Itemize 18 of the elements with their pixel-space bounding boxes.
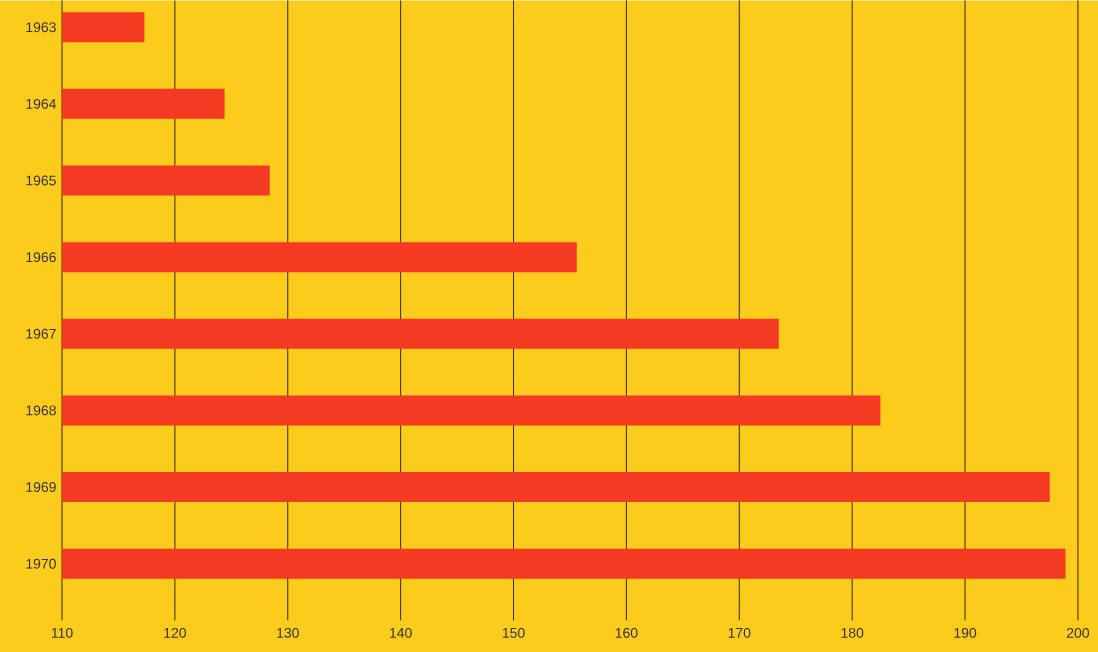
x-tick-label: 150 (502, 627, 525, 638)
x-tick-label: 170 (728, 627, 751, 638)
y-tick-label: 1970 (26, 558, 56, 569)
x-tick-label: 160 (615, 627, 638, 638)
x-tick-label: 190 (954, 627, 977, 638)
x-tick-label: 120 (164, 627, 187, 638)
y-tick-label: 1964 (26, 98, 57, 109)
y-tick-label: 1968 (26, 405, 56, 416)
y-tick-label: 1965 (26, 175, 56, 186)
x-tick-label: 130 (277, 627, 299, 638)
y-tick-label: 1969 (26, 481, 56, 492)
x-tick-label: 180 (841, 627, 864, 638)
y-tick-label: 1963 (26, 22, 56, 32)
x-tick-label: 140 (390, 627, 412, 638)
x-tick-label: 110 (51, 627, 73, 638)
y-tick-label: 1966 (26, 251, 56, 262)
x-tick-label: 200 (1066, 627, 1090, 638)
y-tick-label: 1967 (26, 328, 56, 339)
